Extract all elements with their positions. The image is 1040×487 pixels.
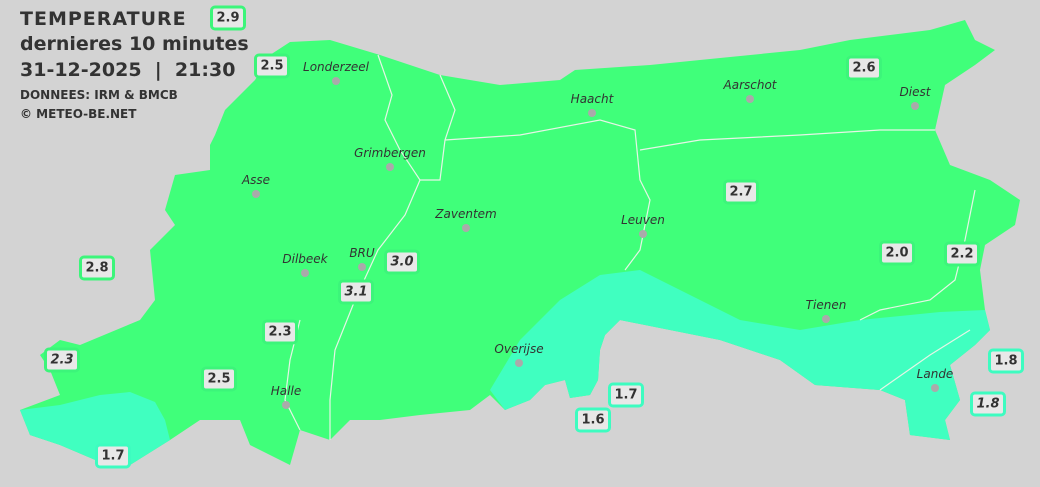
city-label: Tienen: [805, 298, 847, 312]
station-temperature-label[interactable]: 1.8: [970, 391, 1006, 417]
station-temperature-label[interactable]: 2.0: [879, 240, 915, 266]
city-marker: [639, 230, 647, 238]
city-marker: [386, 163, 394, 171]
city-label: Overijse: [494, 342, 544, 356]
copyright: © METEO-BE.NET: [20, 107, 137, 121]
data-source: DONNEES: IRM & BMCB: [20, 88, 178, 102]
city-marker: [515, 359, 523, 367]
city-label: Lande: [916, 367, 954, 381]
region-cool-southeast: [490, 270, 990, 440]
region-cool-southwest: [20, 392, 170, 465]
map-title: TEMPERATURE: [20, 8, 187, 30]
city-label: BRU: [349, 246, 375, 260]
city-label: Grimbergen: [354, 146, 426, 160]
station-temperature-label[interactable]: 1.7: [608, 382, 644, 408]
city-label: Haacht: [570, 92, 614, 106]
station-temperature-label[interactable]: 2.3: [44, 347, 80, 373]
city-marker: [911, 102, 919, 110]
city-label: Zaventem: [435, 207, 497, 221]
station-temperature-label[interactable]: 2.3: [262, 319, 298, 345]
station-temperature-label[interactable]: 2.5: [254, 53, 290, 79]
city-marker: [822, 315, 830, 323]
station-temperature-label[interactable]: 2.2: [944, 241, 980, 267]
city-marker: [282, 401, 290, 409]
city-label: Leuven: [621, 213, 665, 227]
city-label: Dilbeek: [282, 252, 328, 266]
station-temperature-label[interactable]: 3.0: [384, 249, 420, 275]
city-label: Halle: [270, 384, 302, 398]
datetime: 31-12-2025 | 21:30: [20, 59, 236, 81]
station-temperature-label[interactable]: 2.7: [723, 179, 759, 205]
city-marker: [462, 224, 470, 232]
city-label: Aarschot: [723, 78, 777, 92]
city-marker: [301, 269, 309, 277]
station-temperature-label[interactable]: 2.8: [79, 255, 115, 281]
station-temperature-label[interactable]: 2.5: [201, 366, 237, 392]
station-temperature-label[interactable]: 2.9: [210, 5, 246, 31]
city-label: Londerzeel: [303, 60, 369, 74]
station-temperature-label[interactable]: 1.6: [575, 407, 611, 433]
station-temperature-label[interactable]: 2.6: [846, 55, 882, 81]
city-marker: [332, 77, 340, 85]
city-marker: [588, 109, 596, 117]
city-label: Diest: [899, 85, 931, 99]
city-marker: [358, 263, 366, 271]
station-temperature-label[interactable]: 1.7: [95, 443, 131, 469]
city-marker: [931, 384, 939, 392]
city-marker: [252, 190, 260, 198]
city-label: Asse: [241, 173, 271, 187]
station-temperature-label[interactable]: 1.8: [988, 348, 1024, 374]
station-temperature-label[interactable]: 3.1: [338, 279, 374, 305]
map-subtitle: dernieres 10 minutes: [20, 33, 249, 55]
boundaries: [284, 54, 976, 440]
city-marker: [746, 95, 754, 103]
